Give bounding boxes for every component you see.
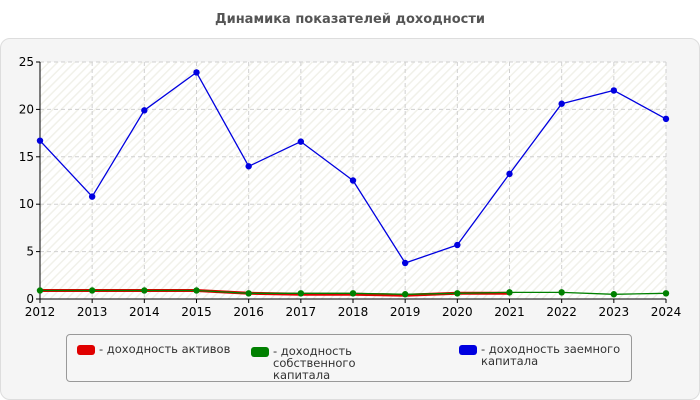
series-1-point-5 (297, 290, 305, 297)
x-tick-label: 2015 (181, 305, 212, 319)
series-2-point-4 (245, 163, 252, 170)
x-tick-label: 2021 (494, 305, 525, 319)
series-1-point-11 (610, 291, 618, 298)
series-1-point-0 (36, 287, 44, 294)
series-2-point-0 (36, 137, 44, 144)
series-1-point-3 (193, 287, 200, 294)
y-tick-label: 5 (26, 245, 34, 259)
series-2-point-1 (88, 193, 96, 200)
legend: - доходность активов - доходность собств… (66, 334, 632, 382)
x-tick-label: 2017 (286, 305, 317, 319)
x-tick-label: 2016 (233, 305, 264, 319)
x-tick-label: 2018 (338, 305, 369, 319)
series-2-point-11 (610, 87, 618, 94)
series-2-point-10 (558, 100, 565, 107)
series-2-point-7 (401, 259, 409, 267)
y-tick-label: 10 (19, 197, 34, 211)
series-2-point-12 (662, 115, 670, 123)
series-1-point-4 (245, 290, 252, 297)
x-tick-label: 2020 (442, 305, 473, 319)
series-1-point-2 (141, 287, 148, 294)
x-tick-label: 2013 (77, 305, 108, 319)
y-tick-label: 15 (19, 150, 34, 164)
x-tick-label: 2024 (651, 305, 682, 319)
x-tick-label: 2012 (25, 305, 56, 319)
series-1-point-1 (88, 287, 96, 294)
y-tick-label: 20 (19, 102, 34, 116)
legend-label-assets: - доходность активов (99, 342, 231, 356)
series-2-point-9 (506, 170, 513, 178)
series-1-point-7 (401, 291, 409, 298)
legend-swatch-assets (77, 345, 95, 355)
x-tick-label: 2023 (599, 305, 630, 319)
series-1-point-9 (506, 289, 513, 296)
x-tick-label: 2014 (129, 305, 160, 319)
legend-item-debt: - доходность заемного капитала (459, 343, 631, 367)
series-1-point-6 (349, 290, 357, 297)
series-2-point-8 (454, 241, 461, 249)
y-tick-label: 25 (19, 55, 34, 69)
legend-item-equity: - доходность собственного капитала (251, 345, 423, 381)
y-tick-label: 0 (26, 292, 34, 306)
legend-item-assets: - доходность активов (77, 343, 249, 355)
series-1-point-12 (662, 290, 670, 297)
legend-swatch-debt (459, 345, 477, 355)
x-tick-label: 2019 (390, 305, 421, 319)
series-2-point-3 (193, 69, 200, 76)
legend-label-debt: - доходность заемного капитала (481, 342, 621, 368)
series-1-point-10 (558, 289, 565, 296)
series-2-point-6 (349, 177, 357, 184)
chart-title: Динамика показателей доходности (215, 12, 485, 27)
series-2-point-2 (141, 107, 148, 114)
x-tick-label: 2022 (546, 305, 577, 319)
legend-label-equity: - доходность собственного капитала (273, 344, 356, 382)
series-1-point-8 (454, 290, 461, 297)
legend-swatch-equity (251, 347, 269, 357)
series-2-point-5 (297, 138, 305, 145)
